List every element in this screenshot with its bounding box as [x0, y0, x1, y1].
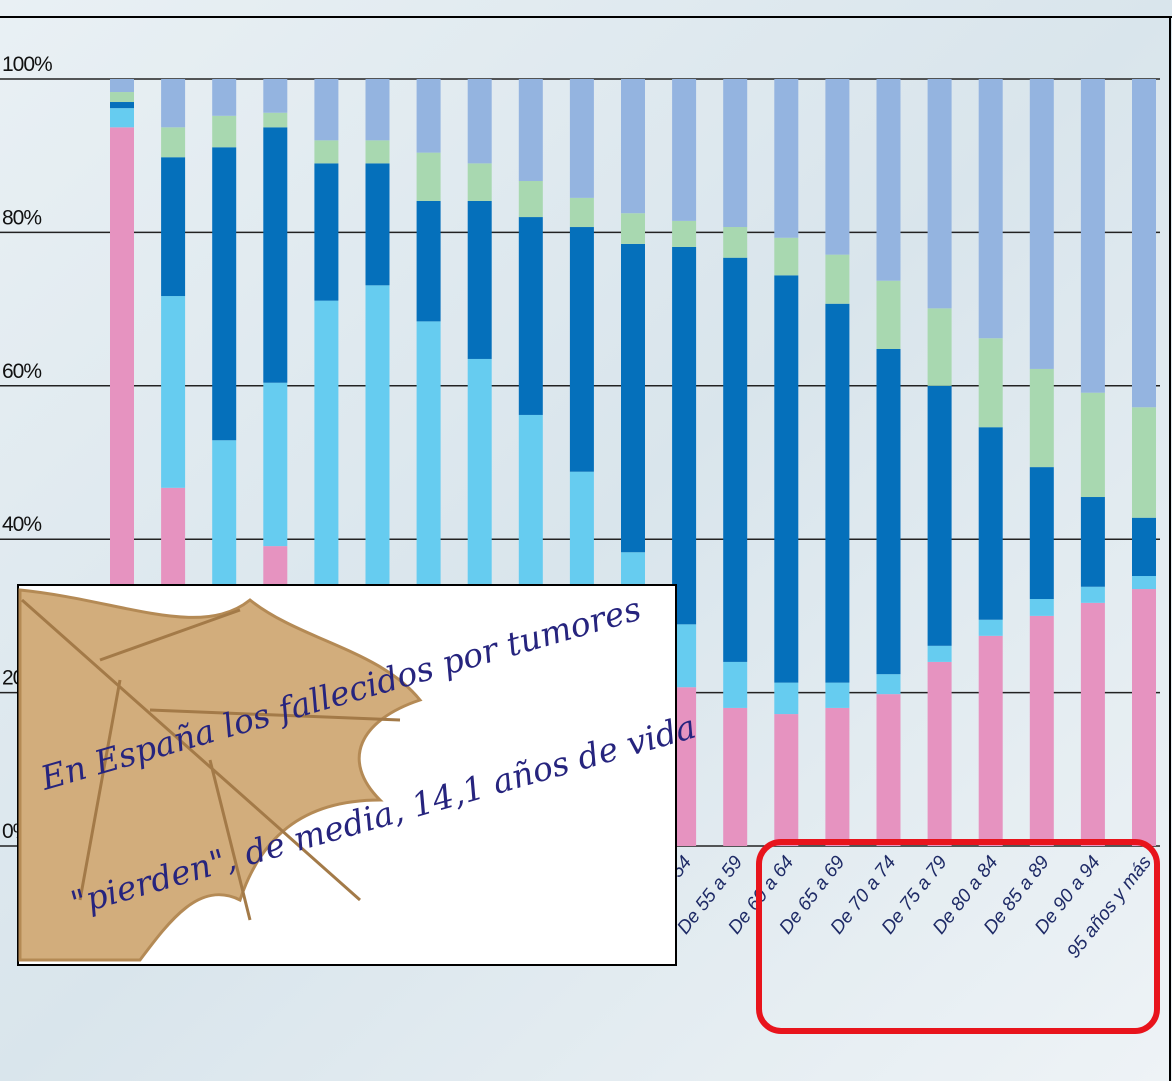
- bar-segment: [978, 79, 1003, 339]
- bar-segment: [927, 385, 952, 646]
- bar-segment: [672, 79, 697, 221]
- bar-segment: [161, 157, 186, 297]
- bar-segment: [212, 79, 237, 116]
- bar-segment: [927, 79, 952, 309]
- bar-segment: [314, 79, 339, 141]
- bar-segment: [110, 102, 134, 109]
- bar-segment: [621, 79, 645, 214]
- bar-segment: [774, 682, 799, 715]
- bar-segment: [569, 197, 594, 228]
- bar-segment: [978, 619, 1003, 636]
- bar-segment: [876, 694, 901, 846]
- bar-segment: [314, 140, 339, 164]
- bar-segment: [825, 707, 850, 846]
- bar-segment: [467, 79, 492, 164]
- bar-segment: [212, 115, 237, 148]
- bar-segment: [1080, 79, 1105, 393]
- bar-segment: [774, 79, 799, 238]
- bar-segment: [1029, 599, 1054, 616]
- y-tick-label: 80%: [2, 206, 41, 229]
- bar-segment: [723, 661, 748, 708]
- bar-segment: [774, 237, 799, 276]
- bar-segment: [1029, 79, 1054, 369]
- bar-segment: [263, 127, 288, 383]
- bar-segment: [416, 152, 441, 201]
- bar-segment: [774, 714, 799, 846]
- y-tick-label: 40%: [2, 513, 41, 536]
- bar-segment: [825, 682, 850, 708]
- bar-segment: [723, 227, 748, 258]
- y-tick-label: 100%: [2, 53, 52, 76]
- bar-segment: [1029, 467, 1054, 600]
- bar-segment: [1132, 576, 1156, 590]
- y-tick-label: 60%: [2, 360, 41, 383]
- overlay-image: En España los fallecidos por tumores "pi…: [17, 584, 700, 966]
- bar-segment: [876, 674, 901, 695]
- bar-segment: [161, 127, 186, 158]
- highlight-box: [756, 839, 1160, 1034]
- bar-segment: [978, 427, 1003, 620]
- bar-segment: [263, 79, 288, 113]
- bar-segment: [825, 79, 850, 255]
- bar-segment: [1080, 497, 1105, 587]
- bar-segment: [467, 163, 492, 201]
- bar-segment: [876, 79, 901, 281]
- bar-segment: [569, 227, 594, 472]
- bar-segment: [416, 79, 441, 153]
- bar-segment: [621, 243, 645, 553]
- bar-segment: [1080, 586, 1105, 603]
- bar-segment: [518, 79, 543, 182]
- bar-segment: [876, 280, 901, 349]
- bar-segment: [876, 348, 901, 675]
- bar-segment: [978, 338, 1003, 428]
- leaf-veins: [21, 598, 401, 921]
- bar-segment: [314, 163, 339, 301]
- bar-segment: [825, 303, 850, 683]
- bar-segment: [1080, 602, 1105, 846]
- bar-segment: [161, 79, 186, 128]
- bar-segment: [927, 308, 952, 386]
- bar-segment: [212, 147, 237, 441]
- bar-segment: [416, 200, 441, 322]
- bar-segment: [723, 257, 748, 662]
- bar-segment: [365, 163, 390, 286]
- bar-segment: [672, 220, 697, 247]
- bar-segment: [621, 213, 645, 244]
- bar-segment: [161, 296, 186, 488]
- bar-segment: [774, 275, 799, 683]
- bar-segment: [518, 181, 543, 218]
- bar-segment: [263, 382, 288, 547]
- bar-segment: [1029, 615, 1054, 846]
- bar-segment: [518, 217, 543, 415]
- bar-segment: [825, 254, 850, 304]
- bar-segment: [569, 79, 594, 198]
- bar-segment: [927, 645, 952, 662]
- bar-segment: [263, 112, 288, 128]
- bar-segment: [467, 200, 492, 359]
- bar-segment: [1132, 517, 1156, 577]
- bar-segment: [927, 661, 952, 846]
- bar-segment: [672, 246, 697, 625]
- bar-segment: [1080, 392, 1105, 498]
- bar-segment: [1029, 368, 1054, 468]
- bar-segment: [1132, 407, 1156, 518]
- bar-segment: [110, 79, 134, 93]
- bar-segment: [365, 140, 390, 164]
- bar-segment: [978, 635, 1003, 846]
- bar-segment: [365, 79, 390, 141]
- bar-segment: [723, 79, 748, 228]
- bar-segment: [1132, 79, 1156, 408]
- bar-segment: [110, 92, 134, 103]
- bar-segment: [110, 108, 134, 128]
- bar-segment: [723, 707, 748, 846]
- bar-segment: [1132, 589, 1156, 846]
